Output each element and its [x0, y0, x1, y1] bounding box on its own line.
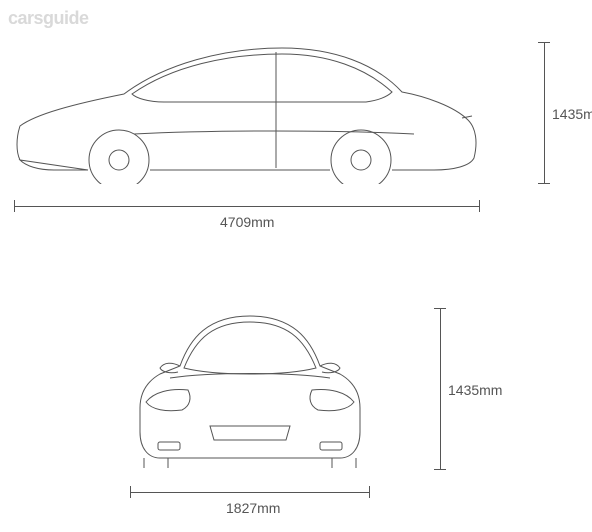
side-length-label: 4709mm: [220, 214, 274, 230]
front-height-tick-b: [434, 469, 446, 470]
front-height-line: [440, 308, 441, 470]
front-height-tick-t: [434, 308, 446, 309]
watermark: carsguide: [8, 8, 89, 29]
dimension-diagram: carsguide 4709mm 1435mm: [0, 0, 592, 532]
side-length-tick-l: [14, 200, 15, 212]
car-side-outline: [14, 42, 480, 184]
side-height-label: 1435mm: [552, 106, 592, 122]
side-length-line: [14, 206, 480, 207]
front-height-label: 1435mm: [448, 382, 502, 398]
front-width-tick-l: [130, 486, 131, 498]
front-width-line: [130, 492, 370, 493]
side-height-tick-t: [538, 42, 550, 43]
front-width-tick-r: [369, 486, 370, 498]
side-height-line: [544, 42, 545, 184]
side-length-tick-r: [479, 200, 480, 212]
side-height-tick-b: [538, 183, 550, 184]
car-front-outline: [130, 308, 370, 470]
front-width-label: 1827mm: [226, 500, 280, 516]
